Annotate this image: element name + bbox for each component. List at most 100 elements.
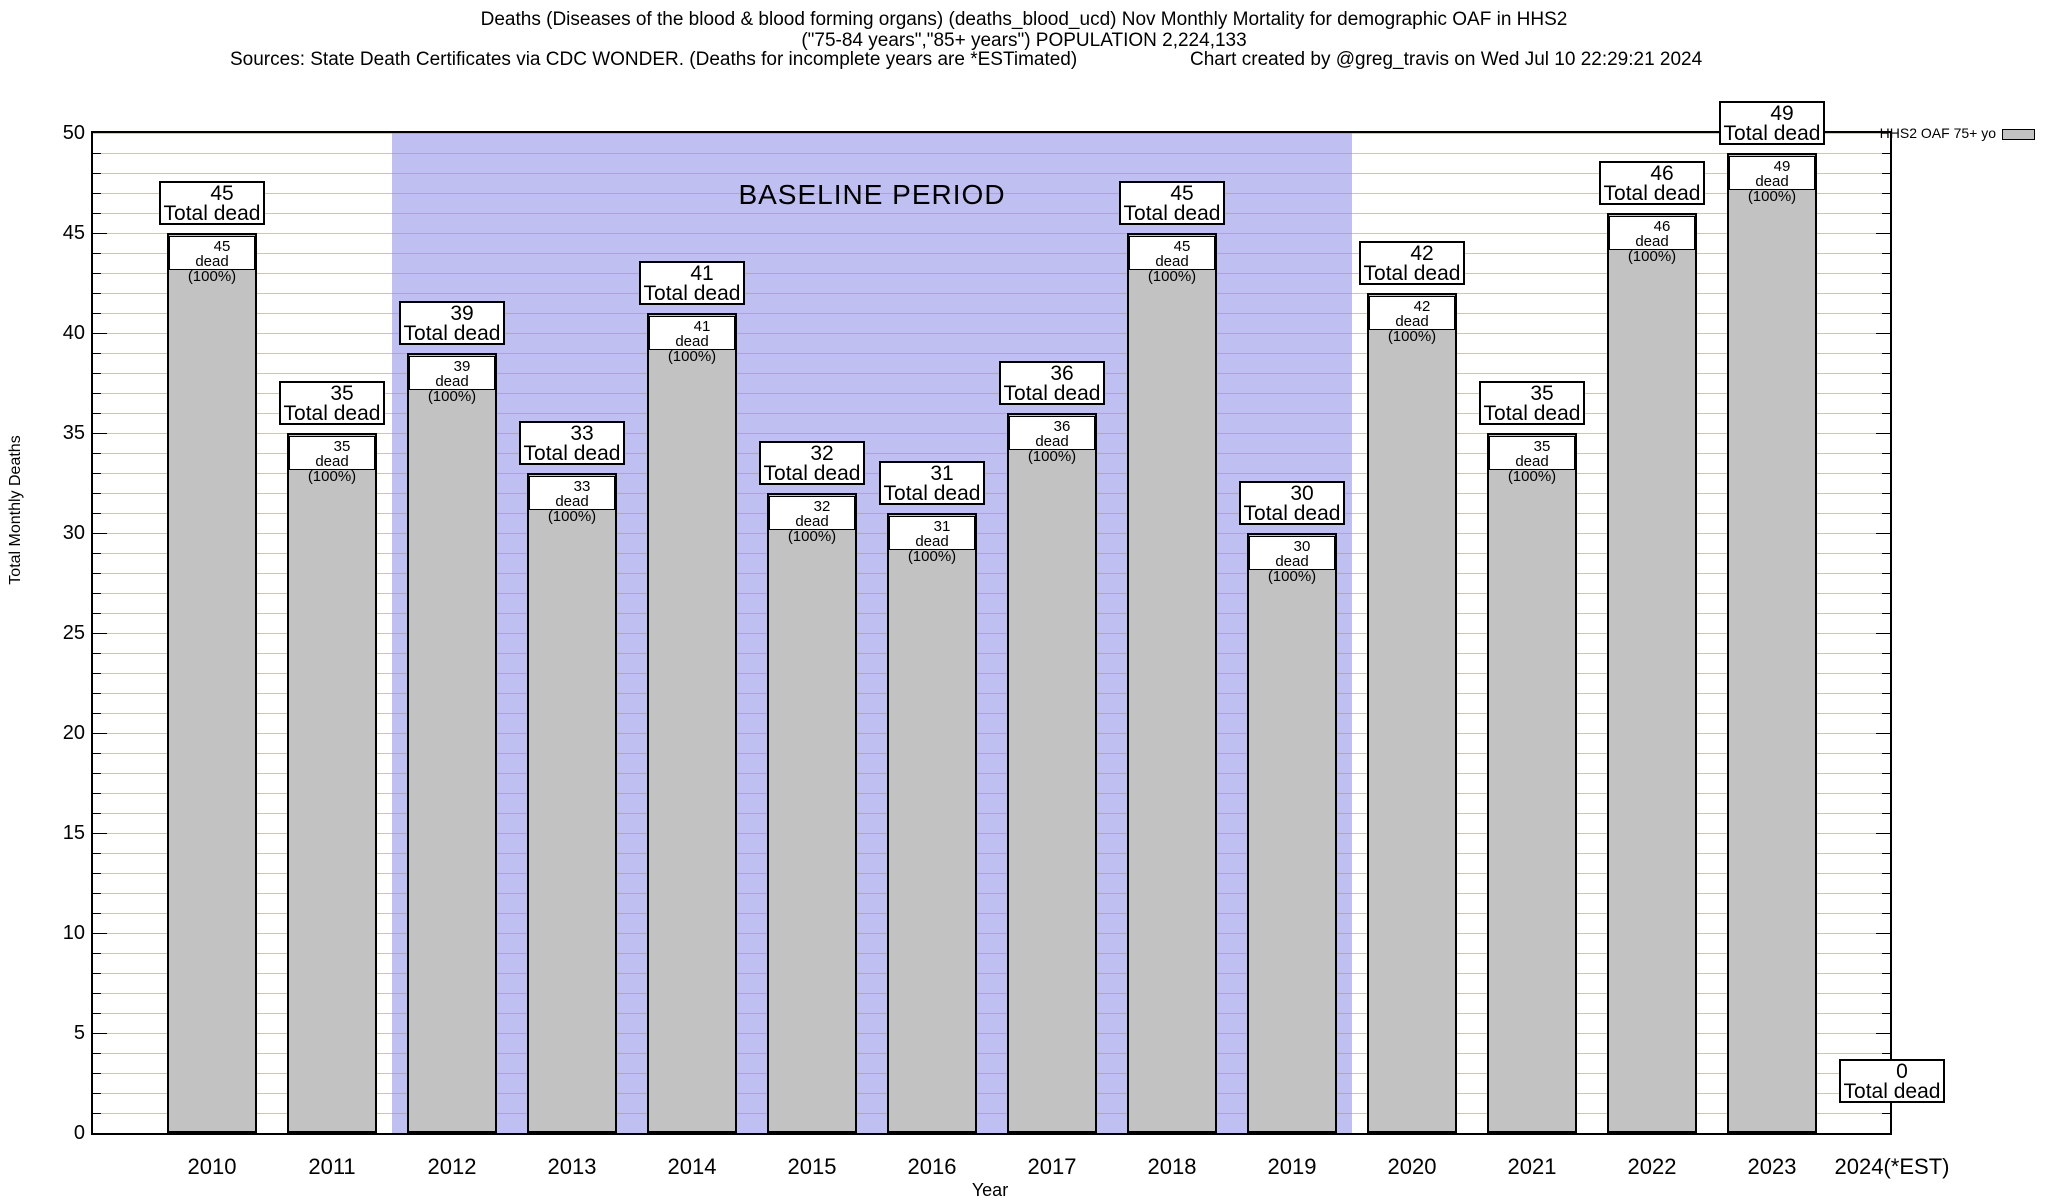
bar-inner-text: dead (100%) — [1267, 553, 1317, 585]
bar-inner-text: dead (100%) — [907, 533, 957, 565]
bar-inner-label: 45 dead (100%) — [169, 236, 255, 284]
bar-inner-text: dead (100%) — [1507, 453, 1557, 485]
y-minor-tick — [1882, 513, 1890, 514]
bar-top-value: 46 — [1650, 162, 1674, 185]
y-minor-tick — [93, 693, 101, 694]
y-tick-label-5: 5 — [73, 1022, 85, 1044]
y-minor-tick — [1882, 213, 1890, 214]
bar-2020 — [1367, 293, 1457, 1133]
bar-top-text: Total dead — [403, 322, 501, 345]
gridlines — [93, 133, 1890, 1133]
bar-top-label: 45 Total dead — [1119, 181, 1225, 225]
y-minor-tick — [1882, 493, 1890, 494]
y-minor-tick — [93, 253, 101, 254]
y-minor-tick — [93, 193, 101, 194]
bar-inner-text: dead (100%) — [787, 513, 837, 545]
bar-inner-value: 35 — [1533, 438, 1551, 455]
y-minor-tick — [1882, 1013, 1890, 1014]
bar-top-text: Total dead — [163, 202, 261, 225]
bar-top-label: 35 Total dead — [1479, 381, 1585, 425]
bar-inner-value: 45 — [1173, 238, 1191, 255]
bar-top-text: Total dead — [1483, 402, 1581, 425]
y-minor-tick — [93, 533, 107, 534]
y-minor-tick — [93, 1033, 107, 1034]
bar-inner-label: 31 dead (100%) — [889, 516, 975, 564]
x-tick-label-2015: 2015 — [787, 1154, 837, 1179]
y-minor-tick — [93, 433, 107, 434]
bar-inner-label: 49 dead (100%) — [1729, 156, 1815, 204]
bar-top-label: 36 Total dead — [999, 361, 1105, 405]
y-minor-tick — [1882, 853, 1890, 854]
bar-top-label: 35 Total dead — [279, 381, 385, 425]
bar-2014 — [647, 313, 737, 1133]
x-tick-label-2022: 2022 — [1627, 1154, 1677, 1179]
y-minor-tick — [1882, 253, 1890, 254]
y-minor-tick — [1882, 713, 1890, 714]
x-axis-title: Year — [971, 1180, 1009, 1200]
y-minor-tick — [93, 913, 101, 914]
y-minor-tick — [1882, 373, 1890, 374]
bar-inner-value: 49 — [1773, 158, 1791, 175]
y-minor-tick — [93, 1013, 101, 1014]
y-tick-label-0: 0 — [73, 1122, 85, 1144]
bar-top-value: 30 — [1290, 482, 1314, 505]
bar-top-value: 32 — [810, 442, 834, 465]
y-minor-tick — [1876, 733, 1890, 734]
x-tick-label-2011: 2011 — [308, 1154, 356, 1179]
y-minor-tick — [93, 713, 101, 714]
bar-inner-text: dead (100%) — [1627, 233, 1677, 265]
y-minor-tick — [93, 173, 101, 174]
bar-inner-value: 36 — [1053, 418, 1071, 435]
y-minor-tick — [93, 273, 101, 274]
chart-sources-note: Sources: State Death Certificates via CD… — [230, 49, 1078, 70]
y-minor-tick — [1882, 593, 1890, 594]
bar-top-label: 41 Total dead — [639, 261, 745, 305]
bar-top-label: 30 Total dead — [1239, 481, 1345, 525]
x-tick-label-2023: 2023 — [1747, 1154, 1797, 1179]
y-tick-label-15: 15 — [62, 822, 85, 844]
bar-inner-text: dead (100%) — [667, 333, 717, 365]
bar-top-value: 31 — [930, 462, 954, 485]
y-minor-tick — [93, 773, 101, 774]
bar-top-value: 35 — [330, 382, 354, 405]
y-minor-tick — [1882, 413, 1890, 414]
bar-top-label: 45 Total dead — [159, 181, 265, 225]
y-minor-tick — [93, 213, 101, 214]
bar-2022 — [1607, 213, 1697, 1133]
y-minor-tick — [1882, 673, 1890, 674]
bar-inner-label: 42 dead (100%) — [1369, 296, 1455, 344]
bar-top-value: 36 — [1050, 362, 1074, 385]
y-minor-tick — [1876, 1033, 1890, 1034]
y-minor-tick — [1882, 813, 1890, 814]
bar-inner-label: 41 dead (100%) — [649, 316, 735, 364]
y-tick-label-20: 20 — [62, 722, 85, 744]
y-minor-tick — [93, 1113, 101, 1114]
y-tick-label-35: 35 — [62, 422, 85, 444]
y-minor-tick — [93, 673, 101, 674]
y-minor-tick — [1882, 973, 1890, 974]
y-minor-tick — [1882, 393, 1890, 394]
y-minor-tick — [1882, 273, 1890, 274]
y-minor-tick — [1882, 913, 1890, 914]
bar-top-value: 49 — [1770, 102, 1794, 125]
bar-top-text: Total dead — [763, 462, 861, 485]
y-minor-tick — [93, 493, 101, 494]
y-tick-label-40: 40 — [62, 322, 85, 344]
x-tick-label-2014: 2014 — [667, 1154, 717, 1179]
y-minor-tick — [93, 733, 107, 734]
bar-inner-text: dead (100%) — [1147, 253, 1197, 285]
bar-top-label: 39 Total dead — [399, 301, 505, 345]
y-axis-title: Total Monthly Deaths — [7, 435, 24, 585]
bar-inner-value: 35 — [333, 438, 351, 455]
y-minor-tick — [93, 933, 107, 934]
y-minor-tick — [93, 1093, 101, 1094]
bar-inner-label: 39 dead (100%) — [409, 356, 495, 404]
y-minor-tick — [93, 1053, 101, 1054]
bar-top-label: 32 Total dead — [759, 441, 865, 485]
bar-top-text: Total dead — [1003, 382, 1101, 405]
bar-inner-label: 35 dead (100%) — [1489, 436, 1575, 484]
y-tick-label-10: 10 — [62, 922, 85, 944]
bar-2015 — [767, 493, 857, 1133]
y-minor-tick — [1882, 473, 1890, 474]
bar-inner-text: dead (100%) — [187, 253, 237, 285]
